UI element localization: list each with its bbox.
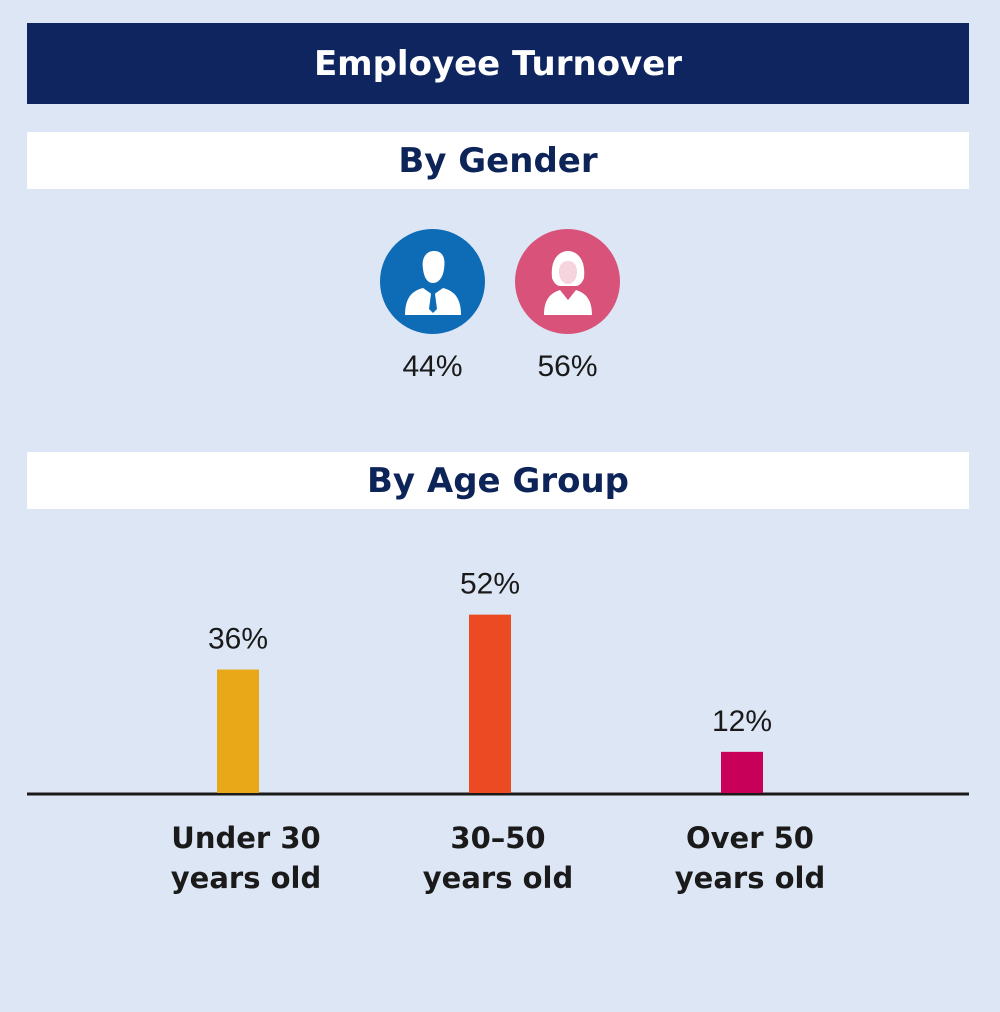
category-label-1-line-1: years old xyxy=(423,861,573,895)
page-title: Employee Turnover xyxy=(27,23,969,104)
category-label-2-line-1: years old xyxy=(675,861,825,895)
category-label-0-line-1: years old xyxy=(171,861,321,895)
male-percentage: 44% xyxy=(402,350,463,383)
bar-value-label-2: 12% xyxy=(712,705,772,738)
bar-0 xyxy=(217,669,259,793)
bar-2 xyxy=(721,751,763,793)
bar-value-label-1: 52% xyxy=(460,568,520,601)
category-label-1-line-0: 30–50 xyxy=(450,821,545,855)
age-group-bar-chart: 36% Under 30 years old 52% 30–50 years old 12%… xyxy=(27,568,969,895)
category-label-2-line-0: Over 50 xyxy=(686,821,814,855)
male-person-icon xyxy=(380,229,485,334)
female-person-icon xyxy=(515,229,620,334)
gender-item-male: 44% xyxy=(380,229,485,384)
gender-breakdown: 44% 56% xyxy=(0,229,1000,384)
gender-item-female: 56% xyxy=(515,229,620,384)
bar-value-label-0: 36% xyxy=(208,623,268,656)
category-label-0-line-0: Under 30 xyxy=(171,821,320,855)
age-section-title: By Age Group xyxy=(27,452,969,509)
gender-section-title: By Gender xyxy=(27,132,969,189)
bar-1 xyxy=(469,614,511,793)
female-percentage: 56% xyxy=(537,350,598,383)
